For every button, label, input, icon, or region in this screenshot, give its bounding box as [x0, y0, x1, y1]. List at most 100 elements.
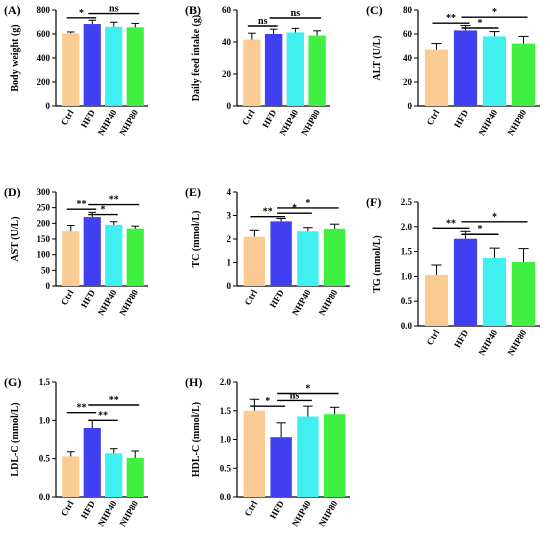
bar-nhp80	[511, 262, 536, 326]
category-label: NHP40	[477, 328, 500, 358]
bar-nhp80	[323, 228, 346, 286]
y-tick-label: 250	[37, 203, 51, 213]
y-tick-label: 1.5	[401, 247, 413, 257]
significance-label: **	[446, 218, 456, 229]
y-tick-label: 300	[37, 187, 51, 197]
significance-label: *	[265, 396, 270, 407]
category-label: NHP40	[477, 108, 500, 138]
y-tick-label: 60	[403, 29, 413, 39]
y-tick-label: 2.5	[401, 197, 413, 207]
y-tick-label: 0	[227, 101, 232, 111]
y-tick-label: 0	[46, 101, 51, 111]
y-tick-label: 20	[222, 69, 232, 79]
y-tick-label: 1.0	[401, 271, 413, 281]
category-label: NHP80	[299, 108, 322, 138]
significance-label: *	[492, 212, 497, 223]
y-tick-label: 1	[227, 258, 232, 268]
significance-label: *	[101, 205, 106, 216]
y-tick-label: 150	[37, 234, 51, 244]
category-label: NHP40	[96, 288, 119, 318]
category-label: HFD	[452, 328, 470, 350]
y-tick-label: 400	[37, 53, 51, 63]
category-label: NHP80	[117, 108, 140, 138]
y-tick-label: 40	[222, 37, 232, 47]
bar-hfd	[83, 428, 101, 497]
significance-label: **	[263, 207, 273, 218]
y-tick-label: 20	[403, 77, 413, 87]
bar-nhp40	[297, 416, 319, 497]
bar-nhp80	[126, 457, 144, 497]
category-label: Ctrl	[242, 288, 259, 307]
bar-nhp40	[297, 231, 319, 286]
significance-label: **	[77, 403, 87, 414]
category-label: NHP80	[506, 108, 529, 138]
category-label: HFD	[79, 499, 97, 521]
y-tick-label: 100	[37, 250, 51, 260]
y-tick-label: 0.5	[401, 296, 413, 306]
bar-nhp80	[323, 414, 346, 497]
significance-label: **	[446, 13, 456, 24]
y-tick-label: 2.0	[220, 377, 232, 387]
panel-label: (G)	[4, 375, 21, 389]
y-tick-label: 0.0	[220, 492, 232, 502]
category-label: NHP40	[290, 288, 313, 318]
significance-label: **	[98, 410, 108, 421]
category-label: NHP80	[117, 288, 140, 318]
category-label: NHP80	[317, 499, 340, 529]
category-label: Ctrl	[240, 108, 257, 127]
bar-nhp80	[308, 35, 326, 106]
significance-label: *	[478, 224, 483, 235]
bar-nhp40	[482, 36, 507, 106]
bar-hfd	[83, 24, 101, 106]
bar-hfd	[270, 221, 292, 286]
y-axis-title: AST (U/L)	[10, 216, 21, 261]
y-tick-label: 1.5	[39, 377, 51, 387]
y-axis-title: Daily feed intake (g)	[191, 15, 202, 101]
panel-label: (C)	[366, 3, 383, 17]
y-tick-label: 0	[46, 281, 51, 291]
bar-ctrl	[62, 33, 80, 106]
significance-label: *	[305, 384, 310, 395]
y-tick-label: 40	[403, 53, 413, 63]
category-label: NHP80	[317, 288, 340, 318]
y-tick-label: 2.0	[401, 222, 413, 232]
category-label: Ctrl	[242, 499, 259, 518]
category-label: Ctrl	[59, 499, 76, 518]
significance-label: **	[109, 395, 119, 406]
significance-label: *	[478, 18, 483, 29]
y-axis-title: Body weight (g)	[10, 24, 21, 91]
bar-ctrl	[424, 49, 449, 106]
y-tick-label: 600	[37, 29, 51, 39]
chart-panel-6: (F) TG (mmol/L) 0.0 0.5 1.0 1.5 2.0 2.5 Ctrl HFD N…	[366, 195, 540, 357]
category-label: Ctrl	[425, 328, 442, 347]
panel-label: (D)	[4, 185, 21, 199]
bar-ctrl	[243, 39, 261, 106]
category-label: HFD	[79, 288, 97, 310]
panel-label: (A)	[4, 3, 21, 17]
significance-label: **	[109, 195, 119, 206]
bar-ctrl	[243, 236, 266, 286]
bar-ctrl	[62, 456, 80, 497]
significance-label: ns	[258, 16, 268, 27]
y-tick-label: 0.0	[401, 321, 413, 331]
chart-panel-7: (G) LDL-C (mmol/L) 0.0 0.5 1.0 1.5 Ctrl HFDNHP4…	[4, 375, 148, 528]
y-tick-label: 0	[408, 101, 413, 111]
y-tick-label: 60	[222, 5, 232, 15]
bar-ctrl	[243, 410, 266, 497]
y-tick-label: 3	[227, 211, 232, 221]
significance-label: ns	[290, 390, 300, 401]
category-label: HFD	[268, 288, 286, 310]
bar-hfd	[264, 34, 283, 106]
y-axis-title: HDL-C (mmol/L)	[191, 402, 202, 477]
category-label: NHP80	[117, 499, 140, 529]
panel-label: (F)	[366, 195, 381, 209]
y-tick-label: 0.0	[39, 492, 51, 502]
bar-nhp40	[286, 32, 305, 106]
bar-hfd	[453, 238, 478, 326]
y-tick-label: 200	[37, 218, 51, 228]
bar-nhp40	[105, 224, 123, 286]
